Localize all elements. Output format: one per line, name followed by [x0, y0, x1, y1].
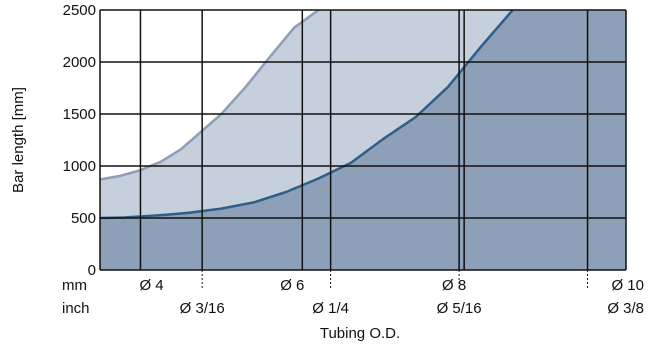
series-curves [99, 8, 514, 220]
mm-tick-label: Ø 6 [280, 277, 304, 294]
series-areas [100, 10, 626, 270]
grid-lines [99, 9, 627, 288]
inch-tick-label: Ø 3/16 [180, 300, 225, 317]
inch-tick-label: Ø 3/8 [607, 300, 644, 317]
x-tick-labels: Ø 4 Ø 6 Ø 8 Ø 10 Ø 3/16 Ø 1/4 Ø 5/16 Ø 3/8 [139, 277, 644, 317]
series-line-2 [99, 8, 320, 181]
y-axis-title: Bar length [mm] [10, 87, 27, 193]
x-axis-title: Tubing O.D. [320, 325, 400, 342]
y-tick-label: 1500 [63, 106, 96, 123]
y-tick-label: 0 [88, 262, 96, 279]
series-area-1 [100, 10, 626, 270]
inch-tick-label: Ø 1/4 [312, 300, 349, 317]
series-line-1 [99, 9, 514, 220]
mm-tick-label: Ø 8 [442, 277, 466, 294]
mm-tick-label: Ø 4 [139, 277, 163, 294]
inch-row-label: inch [62, 300, 90, 317]
y-tick-labels: 0 500 1000 1500 2000 2500 [63, 2, 96, 279]
y-tick-label: 2500 [63, 2, 96, 19]
y-tick-label: 500 [71, 210, 96, 227]
y-tick-label: 2000 [63, 54, 96, 71]
y-tick-label: 1000 [63, 158, 96, 175]
mm-row-label: mm [62, 277, 87, 294]
inch-tick-label: Ø 5/16 [437, 300, 482, 317]
mm-tick-label: Ø 10 [611, 277, 644, 294]
